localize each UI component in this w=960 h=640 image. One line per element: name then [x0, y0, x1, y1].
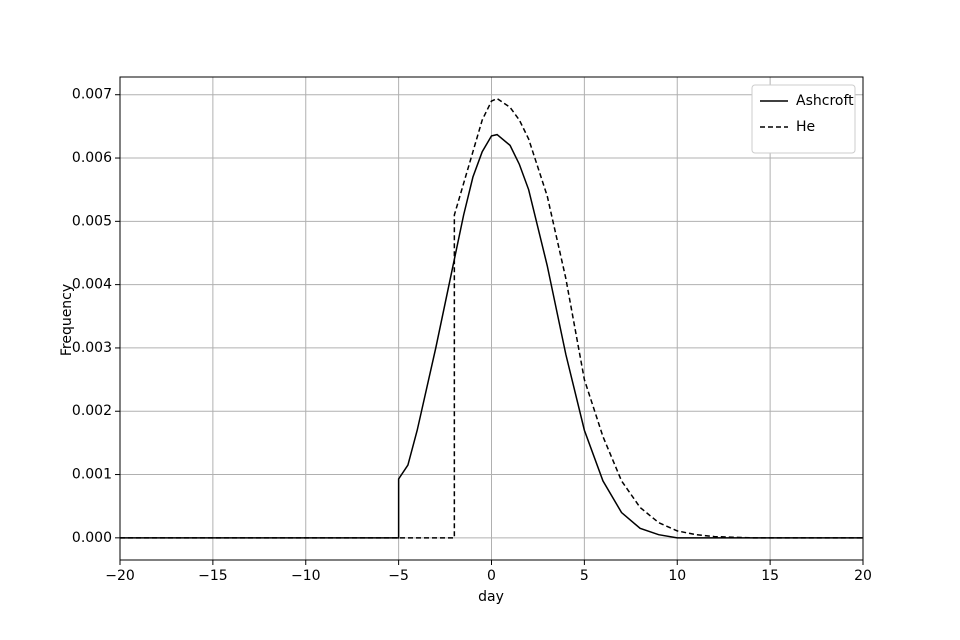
y-tick-label: 0.001: [72, 467, 112, 483]
line-series: [120, 97, 863, 539]
x-tick-label: 0: [487, 568, 496, 584]
y-tick-label: 0.007: [72, 87, 112, 103]
x-axis-label: day: [478, 589, 504, 605]
y-tick-label: 0.004: [72, 277, 112, 293]
x-tick-label: 10: [668, 568, 686, 584]
legend: Ashcroft He: [751, 84, 856, 154]
x-tick-label: −20: [105, 568, 135, 584]
x-tick-label: −10: [291, 568, 321, 584]
legend-label: Ashcroft: [796, 93, 854, 109]
plot-frame: [119, 76, 864, 561]
x-tick-label: 20: [854, 568, 872, 584]
x-tick-label: −5: [388, 568, 409, 584]
x-tick-label: 15: [761, 568, 779, 584]
y-tick-label: 0.000: [72, 530, 112, 546]
y-tick-label: 0.003: [72, 340, 112, 356]
legend-label: He: [796, 119, 815, 135]
y-tick-label: 0.002: [72, 403, 112, 419]
y-tick-label: 0.005: [72, 213, 112, 229]
legend-box: [751, 84, 856, 154]
line-series: [120, 133, 863, 539]
x-tick-label: 5: [580, 568, 589, 584]
x-tick-label: −15: [198, 568, 228, 584]
y-axis-label: Frequency: [59, 284, 75, 356]
y-tick-label: 0.006: [72, 150, 112, 166]
